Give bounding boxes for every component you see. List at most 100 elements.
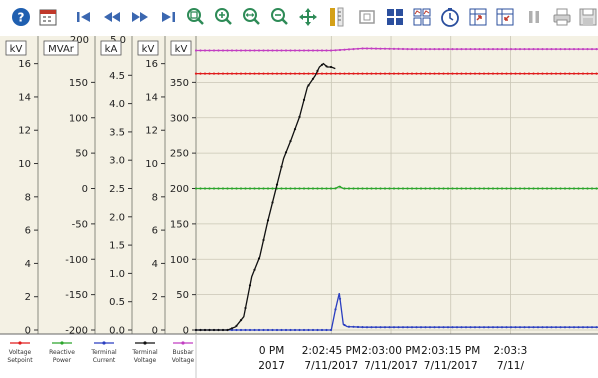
grid-layout-icon[interactable] [384, 6, 406, 28]
axis-tick-label: 2.5 [109, 184, 125, 195]
series-point [266, 72, 270, 75]
multi-chart-icon[interactable] [411, 6, 433, 28]
series-point [541, 72, 544, 75]
series-point [356, 47, 360, 50]
series-point [415, 48, 418, 51]
series-point [518, 326, 522, 329]
series-point [527, 187, 531, 190]
series-point [392, 326, 396, 329]
axis-busbar_voltage: kV 0 50 100 150 200 250 300 350 [170, 40, 196, 337]
series-point [208, 187, 211, 190]
series-point [563, 72, 567, 75]
series-point [221, 72, 225, 75]
series-point [343, 72, 346, 75]
series-point [266, 328, 270, 332]
series-point [437, 72, 441, 75]
table-icon[interactable] [356, 6, 378, 28]
pan-icon[interactable] [297, 6, 319, 28]
series-point [275, 183, 279, 186]
series-point [455, 326, 459, 329]
legend-label: Busbar [173, 349, 195, 356]
series-point [397, 72, 400, 75]
zoom-window-icon[interactable] [184, 6, 206, 28]
zoom-fit-icon[interactable] [240, 6, 262, 28]
series-point [307, 328, 310, 332]
series-point [248, 187, 252, 190]
series-point [271, 187, 274, 190]
series-point [473, 48, 477, 51]
series-point [298, 49, 301, 52]
series-point [343, 323, 346, 327]
series-point [244, 187, 247, 190]
series-point [433, 326, 436, 329]
axis-tick-label: 12 [145, 126, 158, 137]
series-point [581, 326, 585, 329]
calendar-icon[interactable] [37, 6, 59, 28]
export-icon[interactable] [467, 6, 489, 28]
clock-icon[interactable] [439, 6, 461, 28]
import-icon[interactable] [494, 6, 516, 28]
series-point [208, 49, 211, 52]
series-point [469, 326, 472, 329]
series-point [239, 187, 243, 190]
skip-first-icon[interactable] [73, 6, 95, 28]
series-point [212, 72, 216, 75]
series-point [365, 187, 369, 190]
series-point [316, 69, 319, 72]
series-point [361, 187, 364, 190]
help-icon[interactable]: ? [10, 6, 32, 28]
series-point [302, 98, 306, 101]
series-point [379, 72, 382, 75]
series-point [563, 187, 567, 190]
series-point [496, 48, 499, 51]
series-voltage_setpoint [194, 72, 598, 75]
axis-tick-label: 0.5 [109, 297, 125, 308]
skip-last-icon[interactable] [157, 6, 179, 28]
axis-tick-label: 2 [152, 292, 158, 303]
series-point [302, 328, 306, 332]
fast-forward-icon[interactable] [129, 6, 151, 28]
series-point [473, 187, 477, 190]
x-tick-date: 2017 [258, 360, 285, 372]
pause-icon[interactable] [523, 6, 545, 28]
series-point [428, 326, 432, 329]
series-point [262, 49, 265, 52]
series-point [365, 326, 369, 329]
scale-icon[interactable] [326, 6, 348, 28]
series-point [581, 48, 585, 51]
series-point [491, 48, 495, 51]
series-point [424, 326, 427, 329]
series-point [514, 48, 517, 51]
axis-unit-label: kV [142, 44, 155, 55]
series-point [221, 49, 225, 52]
series-point [307, 187, 310, 190]
series-point [568, 48, 571, 51]
series-point [217, 328, 220, 332]
series-point [518, 187, 522, 190]
series-point [266, 49, 270, 52]
zoom-out-icon[interactable] [268, 6, 290, 28]
series-point [446, 326, 450, 329]
zoom-in-icon[interactable] [212, 6, 234, 28]
axis-tick-label: 50 [176, 290, 189, 301]
series-point [208, 72, 211, 75]
series-point [370, 326, 373, 329]
series-point [541, 326, 544, 329]
series-point [478, 187, 481, 190]
series-point [383, 72, 387, 75]
axis-tick-label: -200 [65, 326, 88, 337]
axis-tick-label: 350 [170, 78, 189, 89]
x-tick-time: 2:03:3 [494, 345, 528, 357]
series-point [478, 48, 481, 51]
rewind-icon[interactable] [101, 6, 123, 28]
series-point [455, 72, 459, 75]
save-icon[interactable] [577, 6, 598, 28]
axis-tick-label: 0 [82, 184, 88, 195]
print-icon[interactable] [551, 6, 573, 28]
axis-terminal_voltage: kV 0 2 4 6 8 10 12 14 16 [137, 40, 165, 337]
series-point [550, 326, 553, 329]
axis-tick-label: 150 [69, 78, 88, 89]
series-point [230, 72, 234, 75]
